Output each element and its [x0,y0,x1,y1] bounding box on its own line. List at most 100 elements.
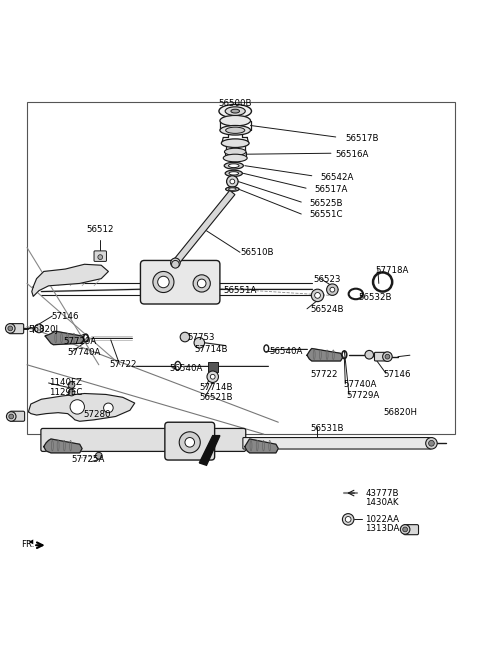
Text: 43777B: 43777B [365,488,399,498]
Text: FR.: FR. [21,540,34,549]
Text: 56523: 56523 [313,275,341,284]
FancyBboxPatch shape [9,324,24,334]
Circle shape [68,389,75,396]
Ellipse shape [219,104,252,118]
Text: 57722: 57722 [110,360,137,370]
Polygon shape [245,439,278,453]
Ellipse shape [225,170,242,176]
Circle shape [179,432,200,453]
Text: 57146: 57146 [384,370,411,379]
Polygon shape [173,191,235,265]
Circle shape [345,517,351,522]
Circle shape [207,371,218,383]
Circle shape [383,352,392,362]
Circle shape [227,176,238,187]
Circle shape [98,255,103,259]
Ellipse shape [220,116,251,126]
Polygon shape [32,264,108,296]
Text: 56512: 56512 [87,225,114,234]
Circle shape [330,287,335,292]
Circle shape [70,400,84,414]
Circle shape [171,261,179,268]
Text: 57740A: 57740A [343,381,376,389]
FancyBboxPatch shape [404,524,419,535]
FancyBboxPatch shape [243,438,432,449]
Text: 56525B: 56525B [310,199,343,208]
FancyBboxPatch shape [41,428,246,451]
Text: 57714B: 57714B [199,383,233,392]
FancyBboxPatch shape [208,362,218,372]
Text: 1313DA: 1313DA [365,524,400,534]
Ellipse shape [231,109,240,113]
FancyBboxPatch shape [374,353,388,361]
FancyBboxPatch shape [10,411,24,421]
Circle shape [403,527,408,532]
Circle shape [180,332,190,342]
Circle shape [193,275,210,292]
Circle shape [194,338,204,348]
Text: 56516A: 56516A [336,150,369,159]
Ellipse shape [229,172,239,175]
Text: 57280: 57280 [83,409,110,419]
Text: 57722: 57722 [311,370,338,379]
Circle shape [400,524,410,534]
Circle shape [185,438,194,447]
Polygon shape [199,436,220,466]
Text: 56820H: 56820H [384,408,418,417]
Ellipse shape [224,163,243,169]
Polygon shape [28,394,135,421]
Text: 57718A: 57718A [375,266,408,274]
Circle shape [326,284,338,295]
Polygon shape [45,331,84,345]
Text: 56532B: 56532B [359,293,392,302]
Text: 1129EC: 1129EC [48,388,82,397]
Text: 57740A: 57740A [68,348,101,357]
Ellipse shape [225,107,245,116]
Text: 56510B: 56510B [240,248,274,257]
Text: 56542A: 56542A [321,172,354,182]
FancyBboxPatch shape [165,422,215,460]
Ellipse shape [223,154,247,162]
Circle shape [197,279,206,288]
Ellipse shape [220,125,251,135]
Circle shape [312,289,324,302]
Circle shape [6,411,16,421]
FancyBboxPatch shape [141,261,220,304]
Text: 57714B: 57714B [194,345,228,354]
Circle shape [385,355,390,359]
Polygon shape [307,349,343,361]
Text: 56524B: 56524B [311,305,344,314]
Ellipse shape [228,164,239,168]
Ellipse shape [228,188,236,190]
Ellipse shape [226,187,239,191]
Text: 57146: 57146 [51,312,78,321]
Text: 56531B: 56531B [311,424,344,433]
Text: 1430AK: 1430AK [365,498,399,507]
Ellipse shape [225,148,246,155]
Text: 56551C: 56551C [310,210,343,219]
Circle shape [104,403,113,413]
Circle shape [9,414,13,419]
Text: 56551A: 56551A [223,286,257,295]
Circle shape [5,324,15,333]
FancyBboxPatch shape [94,251,107,261]
Circle shape [210,374,215,379]
Text: 57729A: 57729A [347,391,380,400]
Circle shape [315,293,321,298]
Text: 1140FZ: 1140FZ [48,379,82,387]
Polygon shape [28,539,33,544]
Circle shape [342,514,354,525]
Ellipse shape [226,127,245,133]
Circle shape [230,179,235,184]
Text: 56820J: 56820J [28,325,59,334]
Text: 56500B: 56500B [218,99,252,108]
Text: 56517B: 56517B [345,134,379,143]
Circle shape [429,440,434,446]
Circle shape [35,324,43,333]
Circle shape [8,326,12,331]
Text: 57729A: 57729A [63,338,96,346]
Text: 57753: 57753 [187,334,215,342]
Circle shape [153,272,174,293]
Circle shape [365,351,373,359]
Text: 56521B: 56521B [199,393,233,402]
